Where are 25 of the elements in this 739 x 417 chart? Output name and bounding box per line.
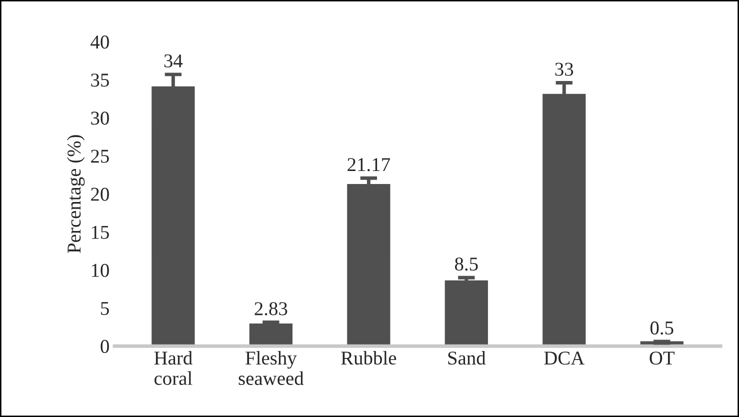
data-label: 34 [164,54,183,68]
x-tick-label: Fleshy seaweed [238,350,304,386]
y-tick-label: 5 [101,302,109,315]
data-label: 21.17 [348,158,390,172]
x-tick-label: DCA [544,352,585,365]
bar [347,184,390,346]
y-axis-title: Percentage (%) [66,135,85,253]
bar [249,324,292,346]
x-tick-label: Sand [448,350,486,365]
data-label: 2.83 [254,302,288,316]
y-tick-label: 25 [91,150,109,163]
y-tick-label: 35 [91,74,109,87]
y-tick-label: 10 [92,264,109,277]
y-tick-label: 0 [100,340,109,354]
x-tick-label: OT [650,352,675,365]
y-tick-label: 30 [91,112,109,125]
y-tick-label: 40 [90,36,109,49]
data-label: 0.5 [650,321,674,335]
x-tick-label: Rubble [341,350,396,365]
x-tick-label: Hard coral [154,350,192,385]
y-tick-label: 20 [91,188,109,201]
data-label: 33 [555,62,574,76]
y-tick-label: 15 [92,226,109,239]
bar [444,280,488,346]
data-label: 8.5 [454,258,478,271]
